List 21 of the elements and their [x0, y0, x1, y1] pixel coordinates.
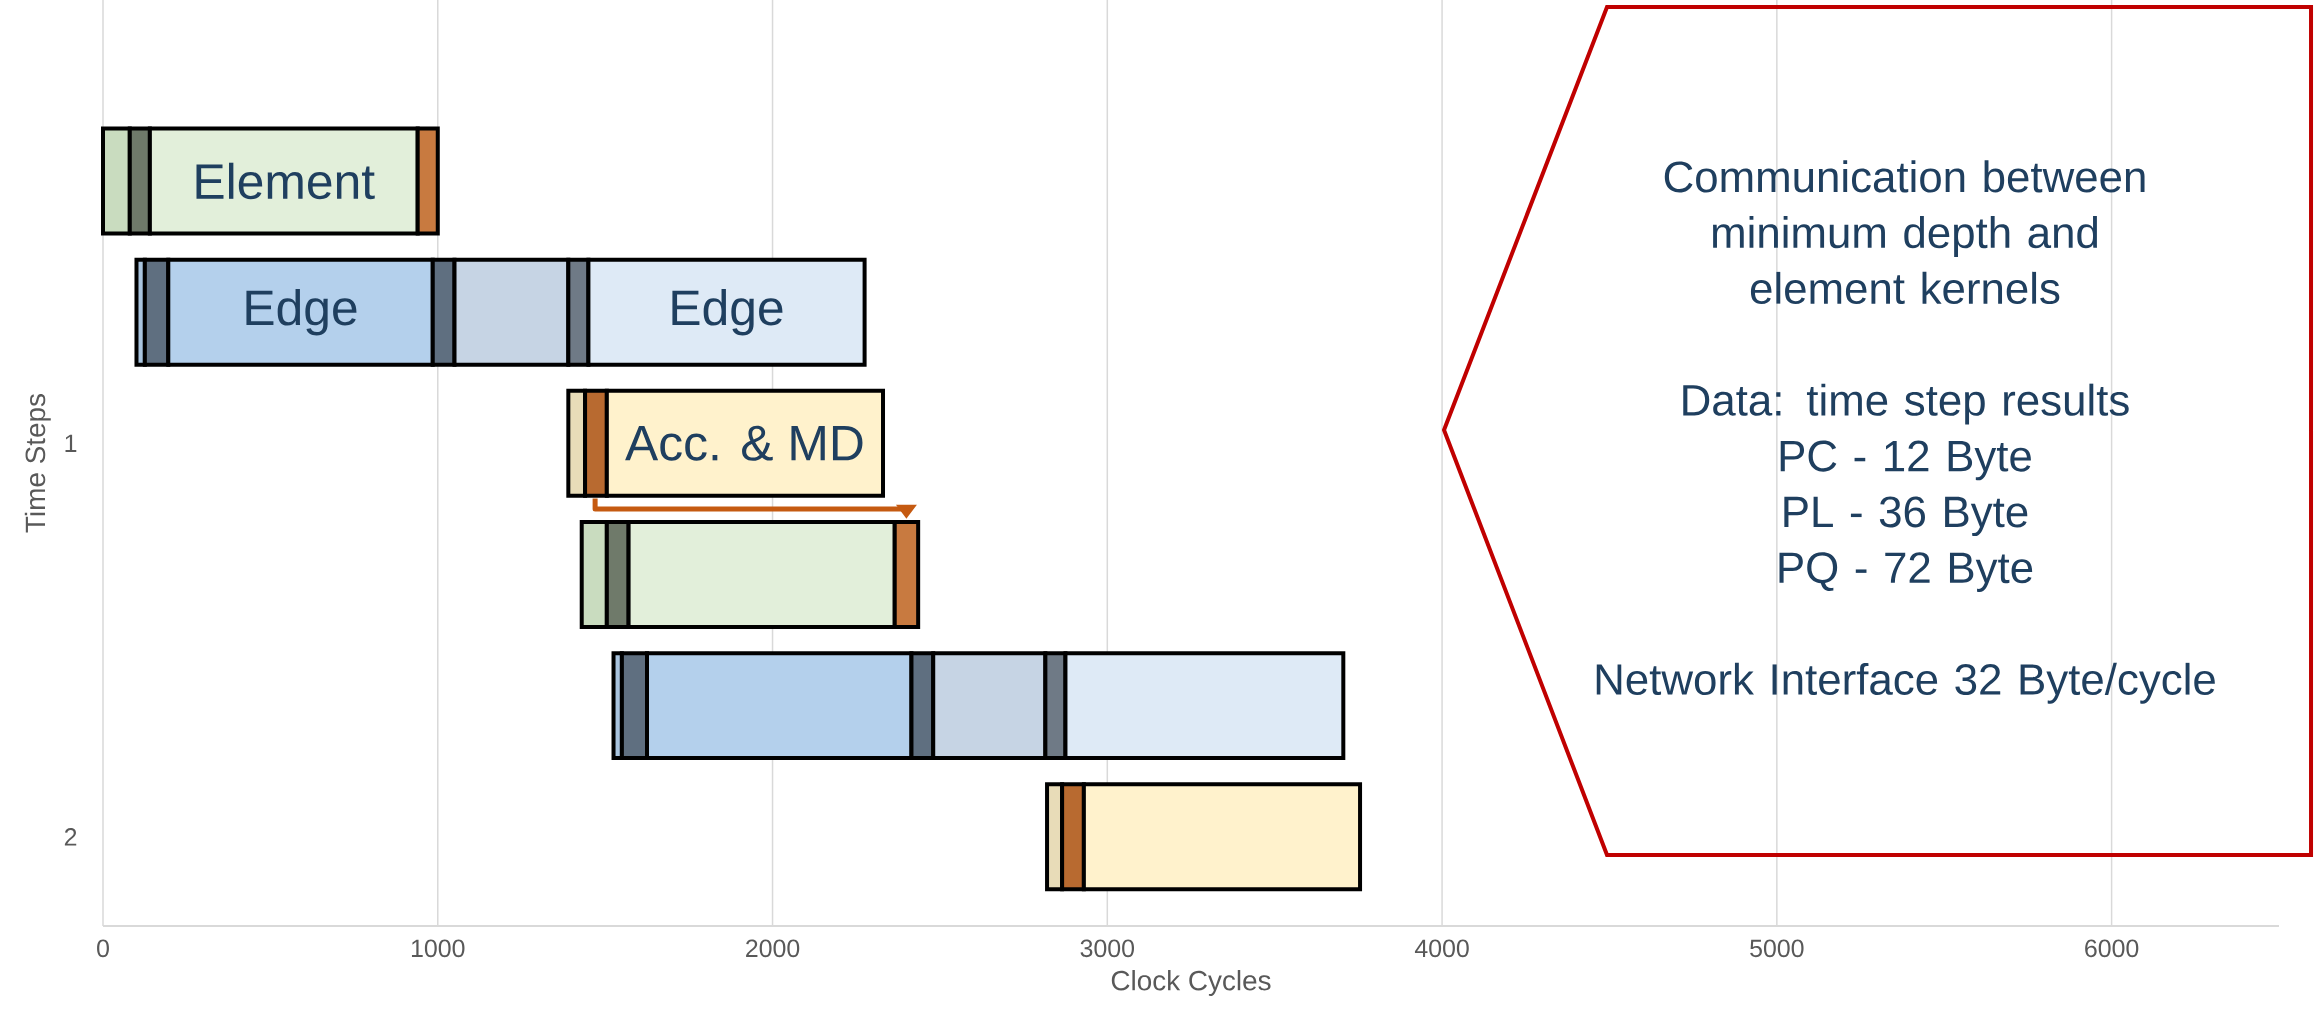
x-tick-label: 2000	[746, 939, 800, 958]
x-axis-title: Clock Cycles	[1111, 970, 1271, 996]
data-label: Edge	[672, 288, 783, 336]
annotation: Network Interface 32 Byte/cycle	[1596, 662, 2215, 704]
data-label: Element	[196, 162, 375, 200]
y-tick-label: 1	[65, 434, 77, 452]
annotation: Data: time step results	[1683, 383, 2129, 425]
annotation: PC - 12 Byte	[1780, 440, 2031, 481]
y-tick-label: 2	[64, 828, 77, 846]
x-tick-label: 1000	[411, 939, 465, 958]
data-label: Acc. & MD	[625, 425, 863, 461]
x-tick-label: 6000	[2085, 939, 2139, 958]
x-tick-label: 5000	[1750, 939, 1804, 958]
annotation: Communication between minimum depth and element kernels	[1664, 160, 2145, 305]
y-axis-title: Time Steps	[24, 394, 51, 533]
x-tick-label: 3000	[1080, 939, 1135, 958]
annotation: PL - 36 Byte	[1784, 496, 2028, 537]
annotation: PQ - 72 Byte	[1779, 552, 2033, 592]
data-label: Edge	[246, 288, 357, 336]
x-tick-label: 0	[97, 939, 109, 958]
x-tick-label: 4000	[1414, 939, 1469, 958]
